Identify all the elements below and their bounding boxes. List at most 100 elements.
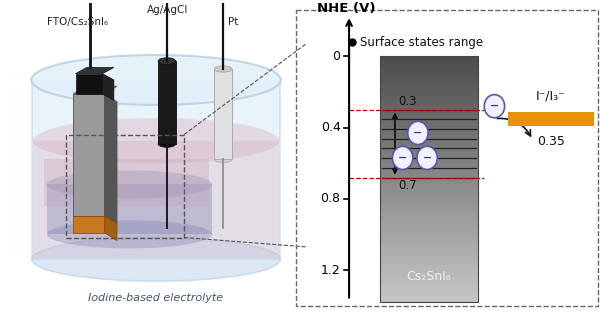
Ellipse shape [484,95,505,118]
Ellipse shape [158,140,176,147]
Polygon shape [380,235,478,238]
Ellipse shape [47,220,212,249]
Polygon shape [104,216,117,241]
Polygon shape [380,142,478,145]
Polygon shape [380,93,478,96]
Text: Iodine-based electrolyte: Iodine-based electrolyte [88,293,224,303]
Polygon shape [33,141,279,258]
Polygon shape [380,210,478,213]
Polygon shape [158,61,176,144]
Text: −: − [490,101,499,111]
Ellipse shape [31,55,281,105]
Polygon shape [380,145,478,149]
Polygon shape [380,155,478,158]
Polygon shape [380,173,478,176]
Ellipse shape [158,58,176,65]
Polygon shape [508,112,594,126]
Polygon shape [380,118,478,121]
Polygon shape [380,136,478,139]
Ellipse shape [33,118,279,163]
Polygon shape [73,86,117,94]
Polygon shape [380,241,478,244]
Polygon shape [380,189,478,192]
Polygon shape [380,293,478,296]
Polygon shape [380,72,478,75]
Text: −: − [422,153,432,163]
Polygon shape [380,106,478,108]
Text: 0.3: 0.3 [398,95,417,108]
Ellipse shape [32,238,280,281]
Polygon shape [380,124,478,127]
Text: 0.8: 0.8 [320,192,341,205]
Polygon shape [380,161,478,164]
Ellipse shape [47,170,212,198]
Ellipse shape [408,121,428,145]
Polygon shape [380,219,478,222]
Polygon shape [380,121,478,124]
Text: −: − [413,128,422,138]
Polygon shape [380,130,478,133]
Text: 0: 0 [332,50,341,63]
Polygon shape [380,207,478,210]
Text: Cs₂SnI₆: Cs₂SnI₆ [406,270,451,283]
Polygon shape [380,232,478,235]
Polygon shape [380,112,478,115]
Polygon shape [380,63,478,65]
Polygon shape [44,160,209,206]
Polygon shape [380,90,478,93]
Polygon shape [104,94,117,224]
Polygon shape [380,228,478,232]
Polygon shape [73,94,104,216]
Polygon shape [380,262,478,265]
Polygon shape [380,81,478,84]
Polygon shape [380,102,478,106]
Polygon shape [380,259,478,262]
Polygon shape [103,74,114,100]
Polygon shape [380,265,478,269]
Polygon shape [380,216,478,219]
Polygon shape [380,115,478,118]
Polygon shape [380,75,478,78]
Polygon shape [380,84,478,87]
Text: 0.7: 0.7 [398,179,417,192]
Ellipse shape [214,66,232,72]
Text: 0.4: 0.4 [320,121,341,134]
Text: Pt: Pt [228,17,238,27]
Polygon shape [380,108,478,112]
Polygon shape [47,184,212,234]
Polygon shape [380,87,478,90]
Polygon shape [380,127,478,130]
Polygon shape [380,238,478,241]
Polygon shape [380,281,478,284]
Polygon shape [380,284,478,287]
Polygon shape [380,149,478,152]
Polygon shape [380,78,478,81]
Text: NHE (V): NHE (V) [317,2,376,15]
Text: 0.35: 0.35 [537,135,565,148]
Polygon shape [380,244,478,247]
Polygon shape [380,139,478,142]
Ellipse shape [214,156,232,163]
Text: Ag/AgCl: Ag/AgCl [146,5,188,15]
Polygon shape [380,152,478,155]
Polygon shape [380,222,478,226]
Polygon shape [380,192,478,195]
Text: −: − [398,153,407,163]
Polygon shape [380,269,478,271]
Polygon shape [380,226,478,228]
Polygon shape [380,176,478,179]
Text: I⁻/I₃⁻: I⁻/I₃⁻ [536,90,566,103]
Polygon shape [380,299,478,302]
Polygon shape [380,164,478,167]
Polygon shape [380,247,478,250]
Polygon shape [380,158,478,161]
Polygon shape [76,67,114,74]
Polygon shape [380,182,478,185]
Ellipse shape [417,146,437,169]
Polygon shape [380,59,478,63]
Polygon shape [380,179,478,182]
Polygon shape [214,69,232,160]
Polygon shape [380,56,478,59]
Polygon shape [380,287,478,290]
Polygon shape [380,65,478,69]
